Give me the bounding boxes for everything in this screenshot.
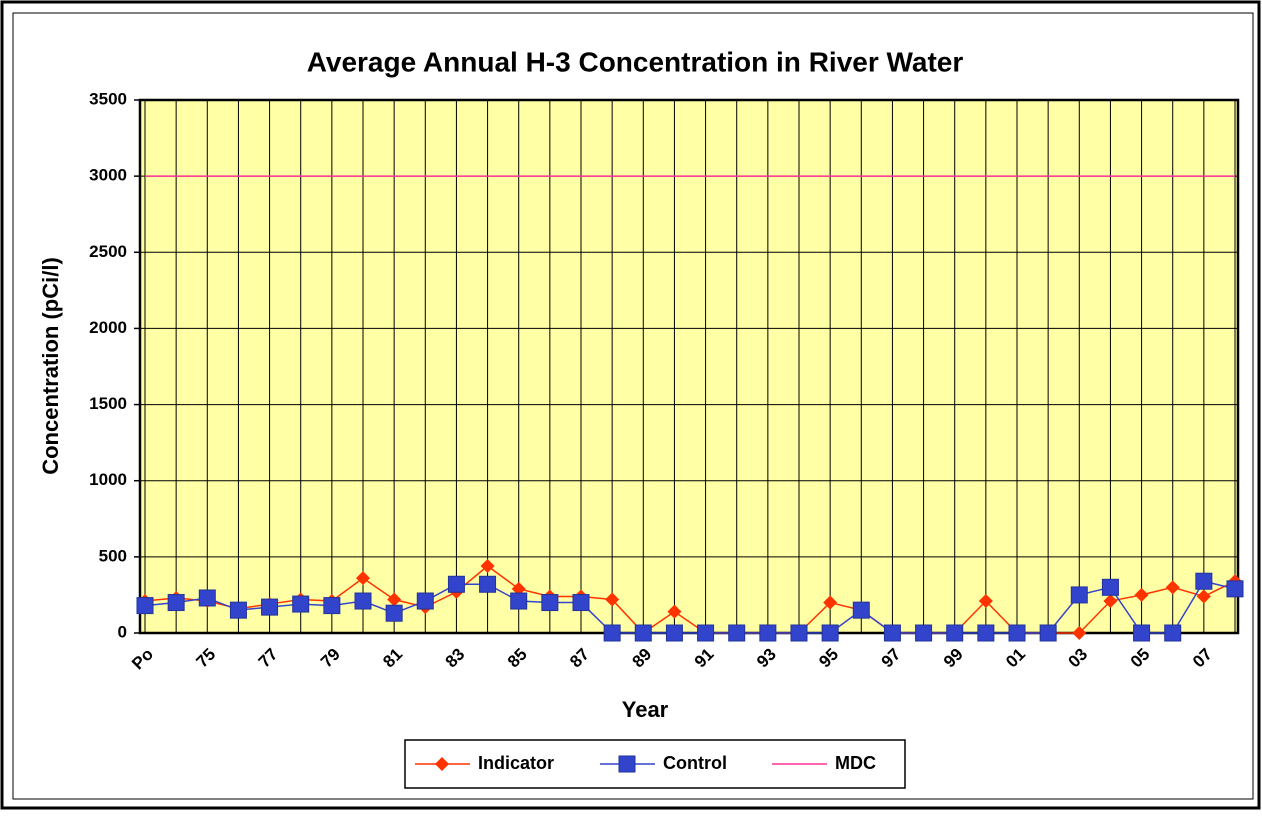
square-marker — [479, 575, 497, 593]
y-tick-label: 3500 — [89, 89, 127, 108]
diamond-marker — [356, 571, 370, 586]
square-marker — [915, 624, 933, 642]
square-marker — [1008, 624, 1026, 642]
square-marker — [1070, 586, 1088, 604]
y-tick-label: 2500 — [89, 242, 127, 261]
square-marker — [292, 595, 310, 613]
diamond-marker — [1103, 594, 1118, 609]
square-marker — [541, 594, 559, 612]
legend-label: MDC — [835, 753, 876, 773]
square-marker — [728, 624, 746, 642]
y-tick-label: 500 — [99, 546, 127, 565]
square-marker — [1226, 580, 1244, 598]
square-marker — [447, 575, 465, 593]
square-marker — [759, 624, 777, 642]
diamond-marker — [605, 592, 620, 607]
diamond-marker — [387, 592, 402, 607]
y-tick-label: 1000 — [89, 470, 127, 489]
y-tick-label: 0 — [118, 622, 127, 641]
x-axis-label: Year — [622, 697, 669, 722]
legend-marker — [435, 757, 449, 771]
square-marker — [1039, 624, 1057, 642]
square-marker — [261, 598, 279, 616]
diamond-marker — [1196, 589, 1211, 604]
plot-area — [140, 100, 1238, 633]
square-marker — [323, 597, 341, 615]
square-marker — [665, 624, 683, 642]
square-marker — [1101, 578, 1119, 596]
square-marker — [229, 601, 247, 619]
legend-label: Indicator — [478, 753, 554, 773]
square-marker — [1133, 624, 1151, 642]
square-marker — [510, 592, 528, 610]
square-marker — [416, 592, 434, 610]
square-marker — [821, 624, 839, 642]
diamond-marker — [978, 594, 993, 609]
square-marker — [136, 597, 154, 615]
square-marker — [385, 604, 403, 622]
square-marker — [883, 624, 901, 642]
square-marker — [790, 624, 808, 642]
y-tick-label: 3000 — [89, 166, 127, 185]
square-marker — [167, 594, 185, 612]
square-marker — [198, 589, 216, 607]
square-marker — [603, 624, 621, 642]
square-marker — [1164, 624, 1182, 642]
diamond-marker — [823, 595, 838, 610]
diamond-marker — [1165, 580, 1180, 595]
diamond-marker — [480, 558, 495, 573]
chart-title: Average Annual H-3 Concentration in Rive… — [307, 46, 964, 77]
square-marker — [354, 592, 372, 610]
legend-label: Control — [663, 753, 727, 773]
y-tick-label: 2000 — [89, 318, 127, 337]
y-tick-label: 1500 — [89, 394, 127, 413]
legend-marker — [618, 755, 636, 773]
square-marker — [946, 624, 964, 642]
square-marker — [1195, 572, 1213, 590]
square-marker — [572, 594, 590, 612]
square-marker — [852, 601, 870, 619]
square-marker — [697, 624, 715, 642]
square-marker — [634, 624, 652, 642]
square-marker — [977, 624, 995, 642]
diamond-marker — [1134, 587, 1149, 602]
diamond-marker — [511, 581, 526, 596]
y-axis-label: Concentration (pCi/l) — [38, 257, 63, 475]
diamond-marker — [1072, 626, 1087, 640]
diamond-marker — [667, 604, 682, 619]
